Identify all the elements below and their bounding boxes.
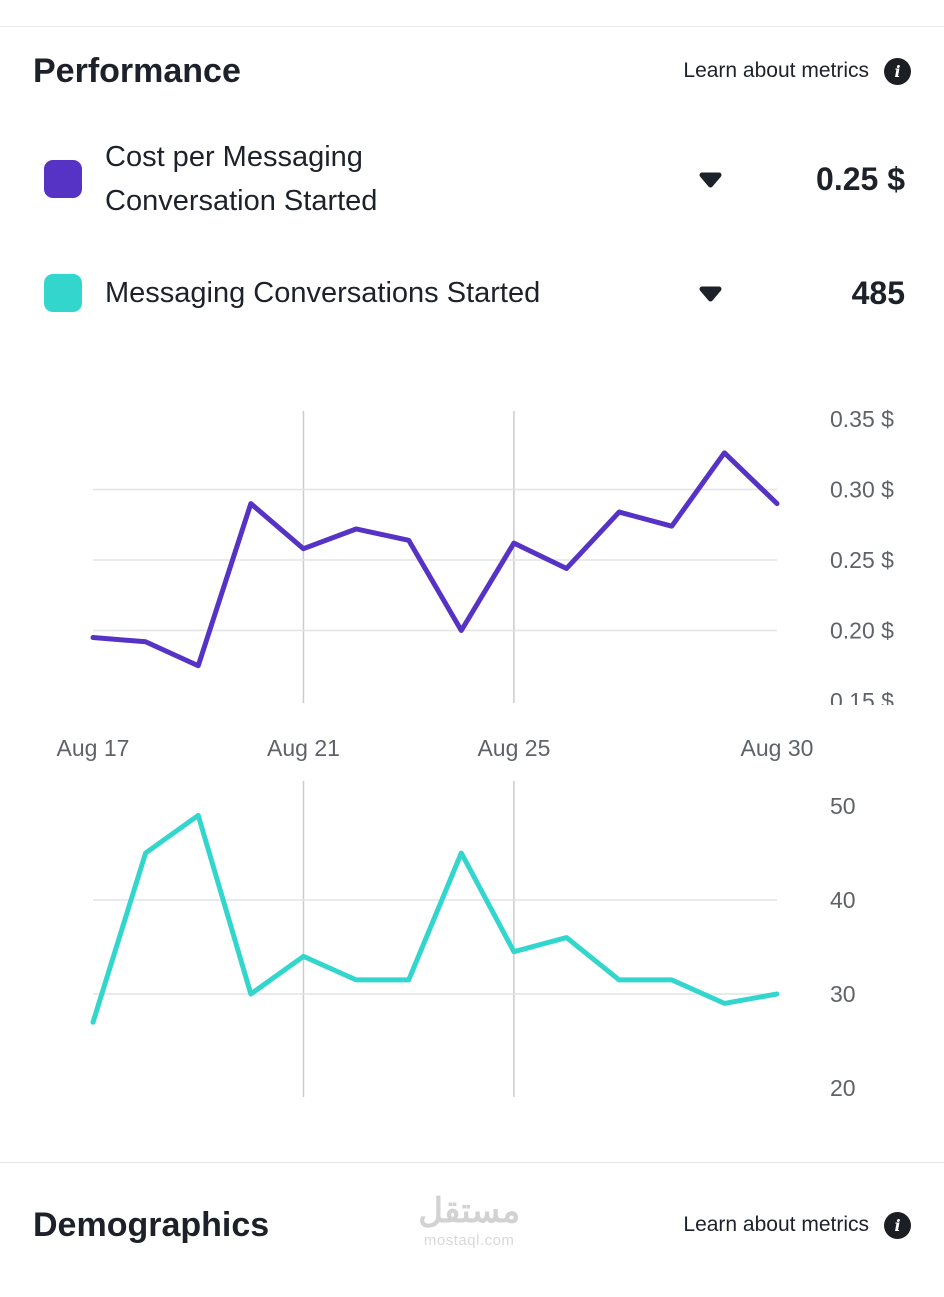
legend-swatch-purple	[44, 160, 82, 198]
watermark-domain-text: mostaql.com	[423, 1232, 515, 1249]
section-divider	[0, 1162, 944, 1163]
y-axis-label: 30	[830, 981, 856, 1007]
y-axis-label: 40	[830, 887, 856, 913]
info-icon[interactable]: i	[884, 1211, 911, 1239]
metric-row-cost-per-conversation[interactable]: Cost per Messaging Conversation Started …	[44, 135, 905, 223]
learn-about-metrics-link[interactable]: Learn about metrics i	[683, 57, 911, 85]
conversations-started-chart: 50 40 30 20	[90, 781, 856, 1101]
metric-value-conversations-started: 485	[851, 274, 905, 311]
y-axis-label: 20	[830, 1075, 856, 1101]
x-axis-label: Aug 21	[267, 735, 340, 761]
legend-swatch-teal	[44, 274, 82, 312]
y-axis-label: 0.15 $	[830, 688, 894, 705]
x-axis-label: Aug 30	[740, 735, 814, 761]
learn-about-metrics-label[interactable]: Learn about metrics	[683, 59, 869, 82]
y-axis-label: 50	[830, 793, 856, 819]
x-axis-labels: Aug 17 Aug 21 Aug 25 Aug 30	[0, 705, 944, 767]
messaging-conversations-started-line	[90, 812, 780, 1025]
info-icon[interactable]: i	[884, 57, 911, 85]
charts-area: 0.35 $0.30 $0.25 $0.20 $0.15 $ Aug 17 Aug…	[0, 385, 944, 1102]
metric-label-cost-per-conversation: Cost per Messaging Conversation Started	[105, 141, 378, 217]
performance-header: Performance Learn about metrics i	[0, 27, 944, 91]
y-axis-label: 0.30 $	[830, 477, 894, 503]
top-divider	[0, 26, 944, 27]
x-axis-label: Aug 25	[477, 735, 551, 761]
y-axis-label: 0.25 $	[830, 547, 894, 573]
metric-label-conversations-started: Messaging Conversations Started	[105, 277, 541, 309]
x-axis-label: Aug 17	[56, 735, 130, 761]
cost-per-messaging-conversation-started-line	[90, 450, 780, 669]
learn-about-metrics-label[interactable]: Learn about metrics	[683, 1213, 869, 1236]
metric-value-cost-per-conversation: 0.25 $	[816, 160, 905, 197]
dropdown-caret-icon[interactable]	[697, 170, 724, 189]
y-axis-label: 0.20 $	[830, 618, 894, 644]
cost-per-conversation-chart: 0.35 $ 0.30 $ 0.25 $ 0.20 $ 0.15 $	[90, 406, 894, 705]
dropdown-caret-icon[interactable]	[697, 284, 724, 303]
demographics-header: Demographics مستقل mostaql.com Learn abo…	[0, 1163, 944, 1249]
learn-about-metrics-link[interactable]: Learn about metrics i	[683, 1211, 911, 1239]
demographics-title: Demographics	[33, 1206, 270, 1244]
watermark-arabic-text: مستقل	[418, 1192, 521, 1230]
page-title: Performance	[33, 52, 241, 90]
watermark: مستقل mostaql.com	[418, 1193, 520, 1249]
metrics-legend: Cost per Messaging Conversation Started …	[0, 91, 944, 315]
metric-row-conversations-started[interactable]: Messaging Conversations Started 485	[44, 271, 905, 315]
y-axis-label: 0.35 $	[830, 406, 894, 432]
